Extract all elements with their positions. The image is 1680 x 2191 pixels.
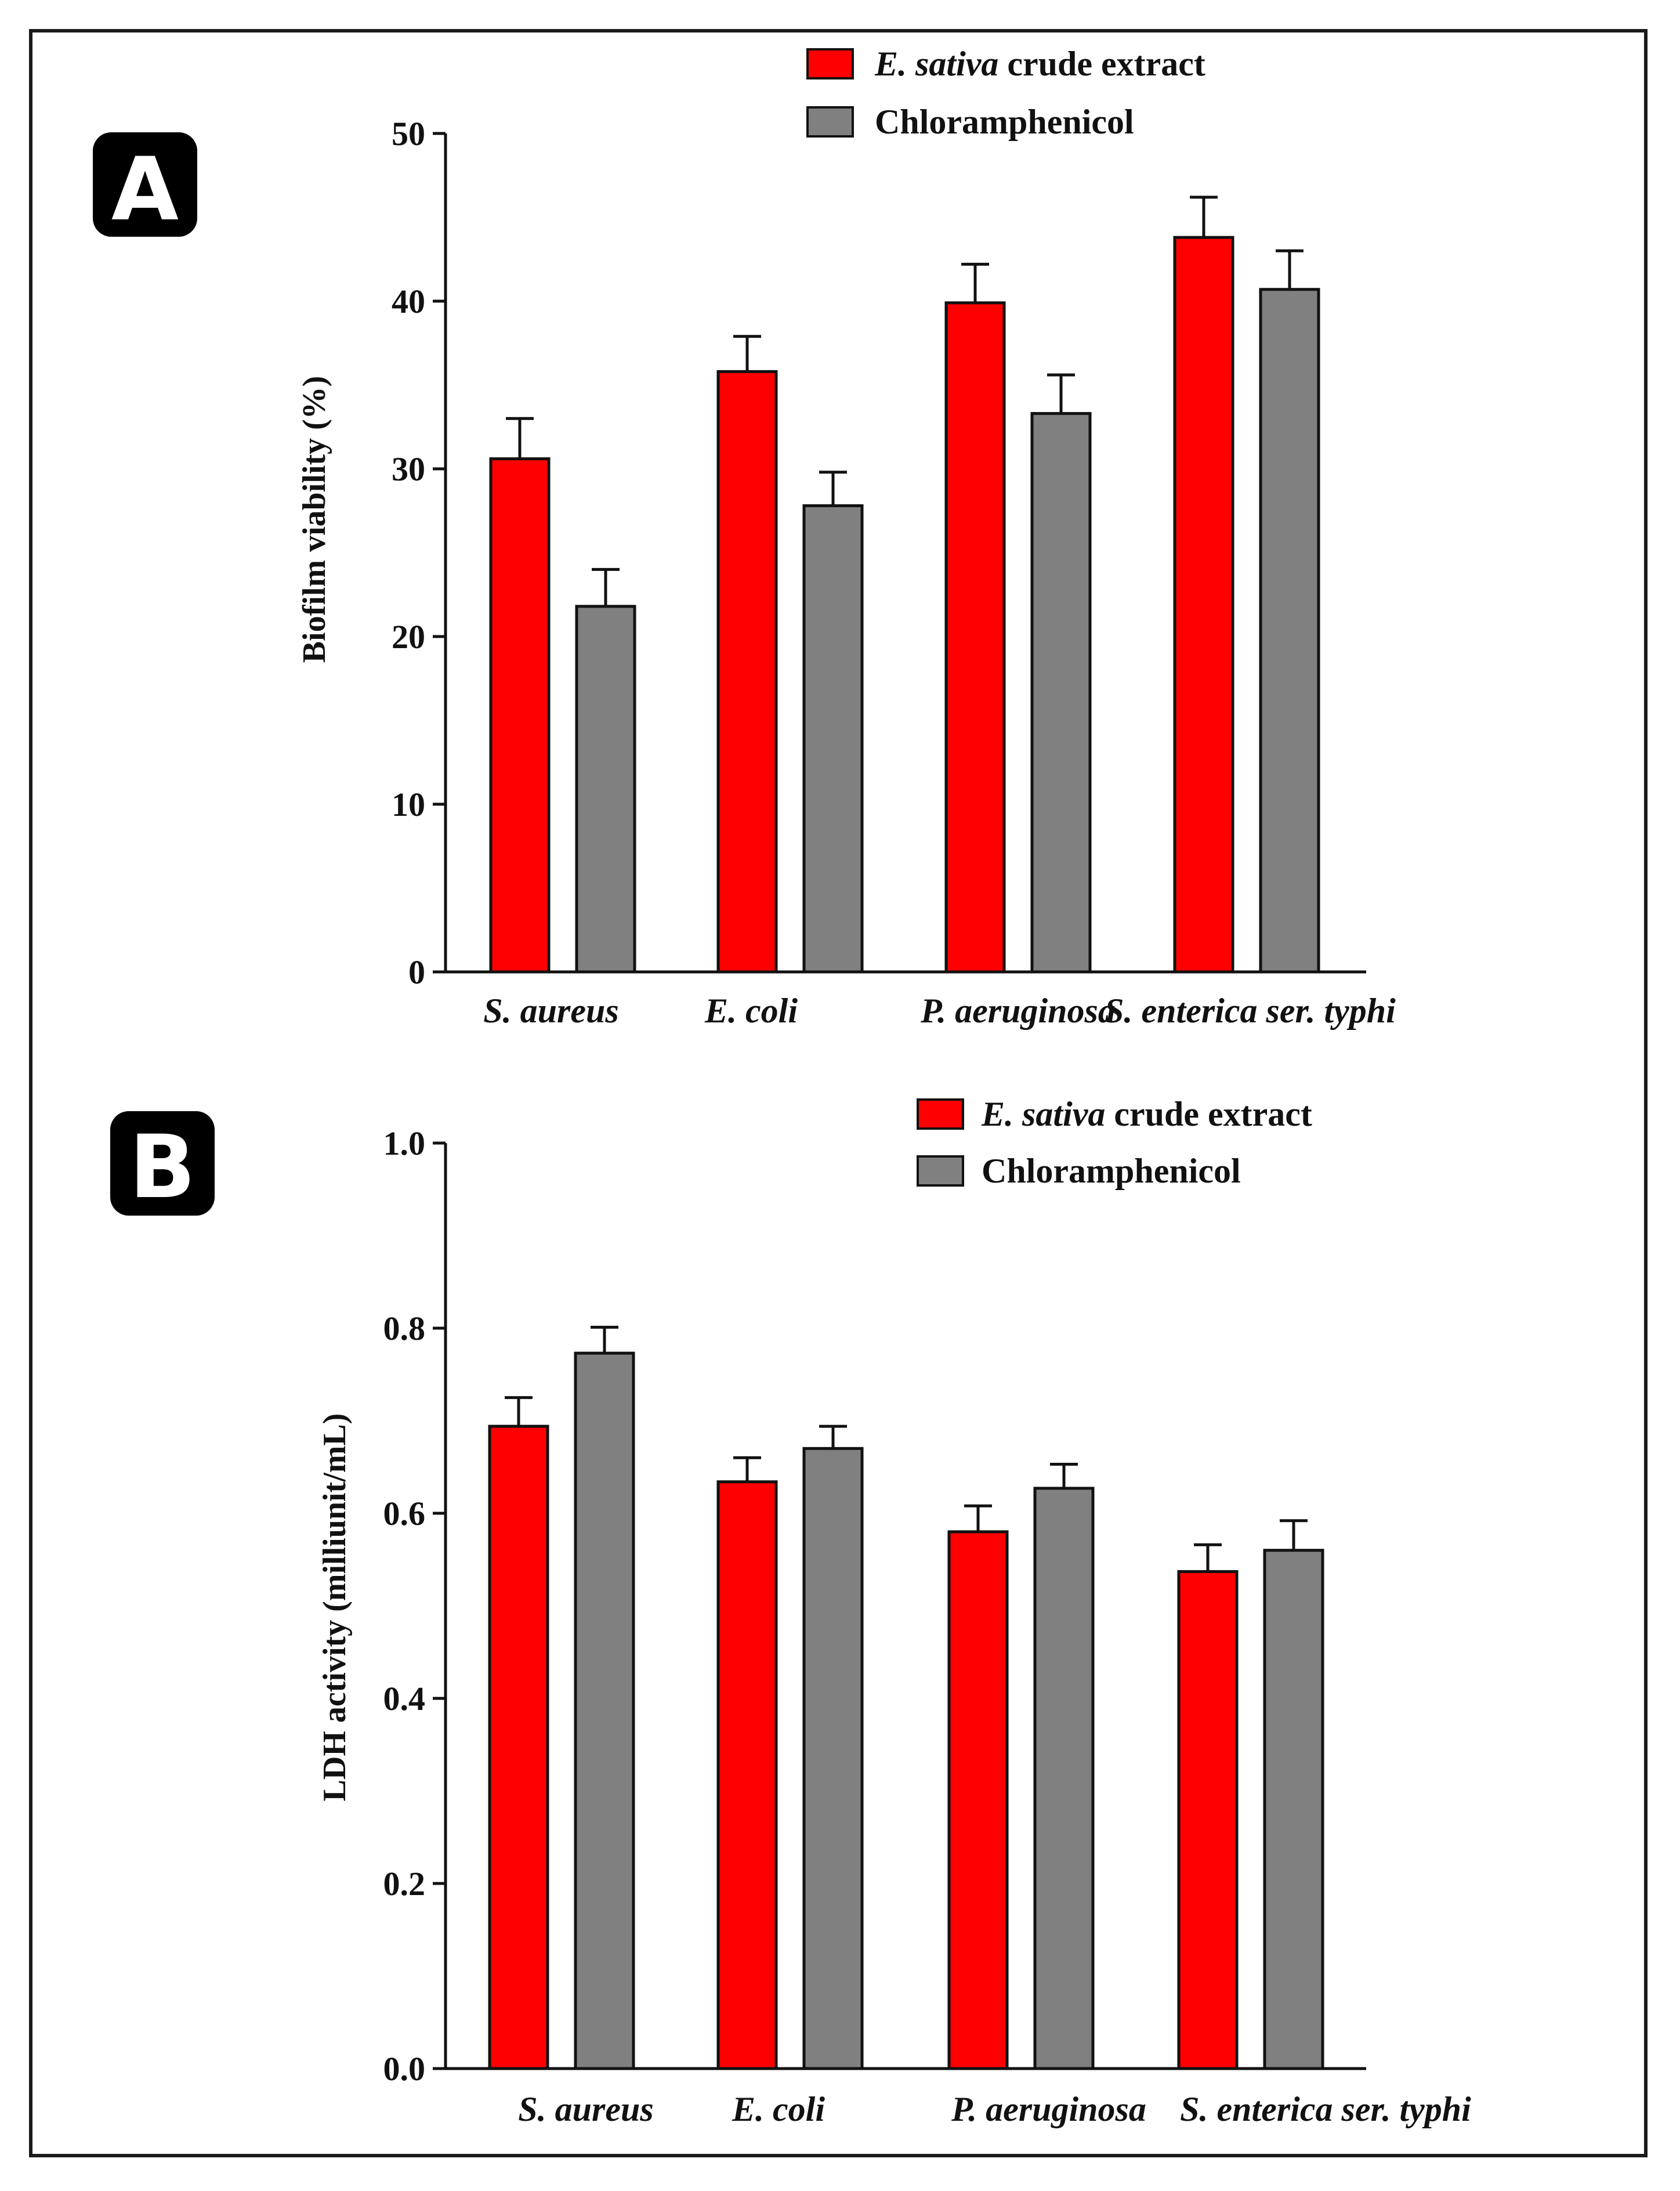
- panel-b-bar: [716, 1480, 778, 2070]
- panel-a-letter: A: [111, 139, 179, 240]
- panel-a-letter-badge: [93, 132, 197, 237]
- panel-b-bar: [488, 1424, 549, 2070]
- panel-b-y-tick-label: 0.8: [383, 1310, 426, 1347]
- panel-b-legend-label: Chloramphenicol: [982, 1152, 1241, 1190]
- panel-a-y-axis-label: Biofilm viability (%): [296, 376, 332, 663]
- panel-a-bar: [1259, 288, 1320, 974]
- panel-b-category-label: P. aeruginosa: [951, 2090, 1146, 2128]
- panel-b-y-axis-label: LDH activity (milliunit/mL): [317, 1413, 353, 1802]
- panel-a-bar: [575, 605, 636, 974]
- panel-a-legend-swatch: [806, 48, 854, 79]
- panel-a-bar: [489, 457, 551, 974]
- panel-a-bar: [802, 504, 864, 974]
- panel-a-category-label: E. coli: [704, 992, 798, 1030]
- panel-a-category-label: S. enterica ser. typhi: [1105, 992, 1396, 1030]
- panel-b-y-tick-label: 1.0: [383, 1125, 426, 1162]
- panel-b-letter-badge: [110, 1111, 215, 1216]
- panel-b-category-label: S. enterica ser. typhi: [1180, 2090, 1471, 2128]
- panel-b-y-tick-label: 0.4: [383, 1680, 426, 1718]
- panel-b-bar: [1033, 1487, 1095, 2070]
- panel-a-y-tick-label: 30: [392, 450, 425, 488]
- panel-a-y-tick-label: 10: [392, 786, 425, 823]
- panel-a-legend-label: E. sativa crude extract: [874, 45, 1205, 83]
- panel-b-bar: [947, 1530, 1009, 2070]
- panel-a-y-tick-label: 40: [392, 283, 425, 320]
- panel-b-category-label: S. aureus: [518, 2090, 653, 2128]
- panel-a-y-tick-label: 20: [392, 618, 425, 656]
- panel-a-legend-label: Chloramphenicol: [875, 103, 1134, 141]
- figure-frame: [29, 29, 1648, 2157]
- panel-b-bar: [802, 1447, 864, 2070]
- panel-a-bar: [1173, 236, 1234, 974]
- panel-b-bar: [1263, 1549, 1324, 2070]
- panel-b-letter: B: [129, 1117, 195, 1218]
- panel-b-legend-swatch: [917, 1098, 964, 1130]
- panel-a-bar: [944, 301, 1006, 974]
- panel-a-legend-swatch: [806, 106, 854, 138]
- panel-a-category-label: P. aeruginosa: [920, 992, 1116, 1030]
- panel-b-bar: [574, 1351, 635, 2070]
- panel-b-bar: [1177, 1570, 1239, 2070]
- panel-a-bar: [716, 370, 778, 974]
- panel-a-category-label: S. aureus: [483, 992, 618, 1030]
- panel-b-category-label: E. coli: [732, 2090, 825, 2128]
- panel-b-y-tick-label: 0.2: [383, 1865, 426, 1903]
- panel-a-y-tick-label: 0: [408, 953, 425, 991]
- panel-a-bar: [1030, 412, 1092, 974]
- panel-b-legend-label: E. sativa crude extract: [981, 1095, 1312, 1133]
- panel-b-y-tick-label: 0.0: [383, 2050, 426, 2088]
- panel-b-y-tick-label: 0.6: [383, 1495, 426, 1532]
- panel-a-y-tick-label: 50: [392, 115, 425, 153]
- panel-b-legend-swatch: [917, 1155, 964, 1187]
